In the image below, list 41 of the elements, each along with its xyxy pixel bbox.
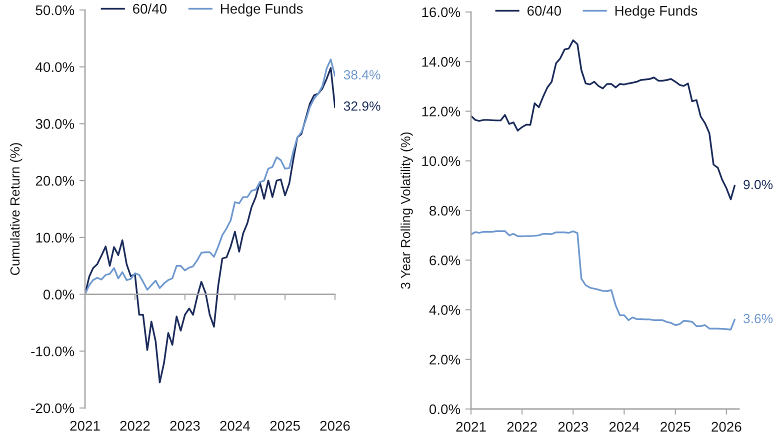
y-tick-label: 12.0% xyxy=(422,106,460,116)
data-label: 9.0% xyxy=(744,180,773,190)
data-label: 32.9% xyxy=(344,101,380,111)
legend-label: 60/40 xyxy=(133,4,167,14)
legend-label: Hedge Funds xyxy=(220,4,303,16)
y-axis-title: Cumulative Return (%) xyxy=(10,143,22,276)
x-tick-label: 2024 xyxy=(220,420,250,431)
y-axis-title: 3 Year Rolling Volatility (%) xyxy=(400,132,413,289)
legend-label: Hedge Funds xyxy=(615,6,698,18)
y-tick-label: -10.0% xyxy=(31,346,74,356)
y-tick-label: 14.0% xyxy=(422,56,460,67)
y-tick-label: 10.0% xyxy=(36,232,74,243)
x-tick-label: 2023 xyxy=(170,420,200,431)
y-tick-label: 16.0% xyxy=(422,7,460,18)
y-tick-label: 0.0% xyxy=(429,404,460,414)
x-tick-label: 2022 xyxy=(507,422,537,432)
y-tick-label: 20.0% xyxy=(36,176,74,186)
y-tick-label: 50.0% xyxy=(36,5,74,16)
legend-label: 60/40 xyxy=(527,6,561,16)
y-tick-label: 30.0% xyxy=(36,119,74,129)
x-tick-label: 2024 xyxy=(609,422,640,432)
y-tick-label: 8.0% xyxy=(430,206,460,216)
y-tick-label: 2.0% xyxy=(430,354,460,365)
x-tick-label: 2026 xyxy=(712,422,742,432)
data-label: 3.6% xyxy=(744,314,773,324)
x-tick-label: 2025 xyxy=(270,420,300,431)
y-tick-label: 6.0% xyxy=(430,255,460,266)
y-tick-label: 0.0% xyxy=(43,290,74,300)
x-tick-label: 2021 xyxy=(70,420,100,431)
data-label: 38.4% xyxy=(344,70,380,80)
line-series xyxy=(471,39,736,200)
x-tick-label: 2023 xyxy=(558,422,588,432)
y-tick-label: 40.0% xyxy=(36,62,74,72)
x-tick-label: 2025 xyxy=(660,422,690,432)
x-tick-label: 2022 xyxy=(120,420,150,431)
x-tick-label: 2026 xyxy=(320,420,350,431)
line-series xyxy=(471,230,736,330)
y-tick-label: -20.0% xyxy=(31,403,74,414)
y-tick-label: 10.0% xyxy=(422,156,460,166)
y-tick-label: 4.0% xyxy=(429,305,460,315)
x-tick-label: 2021 xyxy=(456,422,486,432)
